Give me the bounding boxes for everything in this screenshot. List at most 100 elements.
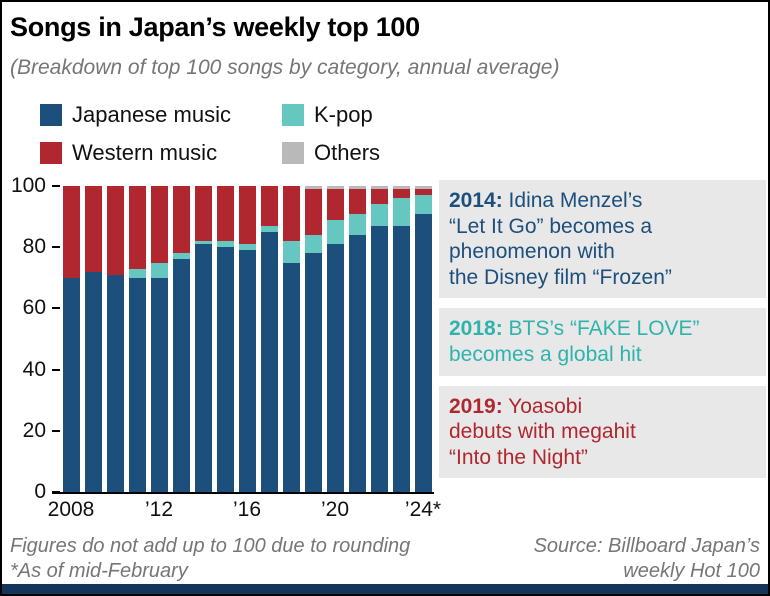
segment-western-music xyxy=(150,186,168,263)
annotations: 2014: Idina Menzel’s “Let It Go” becomes… xyxy=(439,180,766,479)
segment-western-music xyxy=(326,189,344,220)
annotation-2019: 2019: Yoasobi debuts with megahit “Into … xyxy=(439,385,766,479)
legend-item: Western music xyxy=(40,140,282,166)
y-axis-label: 20 xyxy=(22,418,46,442)
segment-others xyxy=(392,186,410,190)
bar-2016 xyxy=(238,186,256,492)
segment-western-music xyxy=(238,186,256,245)
bar-2015 xyxy=(216,186,234,492)
segment-k-pop xyxy=(326,219,344,245)
legend-label: Western music xyxy=(72,140,218,165)
y-axis-tick xyxy=(52,185,60,187)
segment-western-music xyxy=(62,186,80,278)
y-axis-tick xyxy=(52,429,60,432)
bar-2020 xyxy=(326,186,344,492)
legend-item: Others xyxy=(282,140,380,166)
x-axis-label: 2008 xyxy=(47,498,95,521)
segment-japanese-music xyxy=(348,234,366,492)
segment-japanese-music xyxy=(106,274,124,492)
bar-2013 xyxy=(172,186,190,492)
segment-western-music xyxy=(172,186,190,254)
legend-label: K-pop xyxy=(314,102,373,127)
segment-k-pop xyxy=(150,262,168,278)
legend-item: Japanese music xyxy=(40,102,282,128)
segment-japanese-music xyxy=(304,253,322,492)
y-axis-tick xyxy=(52,246,60,249)
segment-japanese-music xyxy=(172,259,190,492)
segment-k-pop xyxy=(260,225,278,232)
segment-others xyxy=(414,186,432,190)
bar-2011 xyxy=(128,186,146,492)
segment-k-pop xyxy=(216,241,234,248)
bar-2019 xyxy=(304,186,322,492)
segment-japanese-music xyxy=(128,277,146,492)
bar-2017 xyxy=(260,186,278,492)
segment-others xyxy=(348,186,366,190)
segment-japanese-music xyxy=(84,271,102,492)
segment-western-music xyxy=(194,186,212,242)
segment-k-pop xyxy=(238,244,256,251)
segment-k-pop xyxy=(194,241,212,245)
legend-label: Others xyxy=(314,140,381,165)
legend-label: Japanese music xyxy=(72,102,231,127)
legend-swatch xyxy=(40,104,62,126)
segment-k-pop xyxy=(172,253,190,260)
legend-swatch xyxy=(282,104,304,126)
legend: Japanese music K-pop Western music Others xyxy=(40,102,380,166)
segment-western-music xyxy=(348,189,366,214)
segment-japanese-music xyxy=(282,262,300,492)
x-axis-label: ’12 xyxy=(144,498,174,521)
x-axis-label: ’24* xyxy=(404,498,442,521)
segment-western-music xyxy=(414,189,432,196)
bar-2022 xyxy=(370,186,388,492)
bottom-accent-bar xyxy=(2,584,768,594)
y-axis-tick xyxy=(52,368,60,371)
x-axis-label: ’20 xyxy=(320,498,350,521)
legend-item: K-pop xyxy=(282,102,380,128)
y-axis-label: 100 xyxy=(10,174,46,197)
x-axis-label: ’16 xyxy=(232,498,262,521)
y-axis-label: 80 xyxy=(22,235,46,259)
x-axis-line xyxy=(52,492,434,494)
segment-western-music xyxy=(106,186,124,275)
y-axis-label: 40 xyxy=(22,357,46,381)
segment-western-music xyxy=(370,189,388,205)
page-subtitle: (Breakdown of top 100 songs by category,… xyxy=(10,56,560,79)
legend-swatch xyxy=(40,142,62,164)
segment-japanese-music xyxy=(260,231,278,492)
bar-2023 xyxy=(392,186,410,492)
segment-japanese-music xyxy=(392,225,410,492)
y-axis-tick xyxy=(52,307,60,310)
segment-japanese-music xyxy=(150,277,168,492)
segment-k-pop xyxy=(128,268,146,278)
bar-2009 xyxy=(84,186,102,492)
segment-others xyxy=(304,186,322,190)
plot-area xyxy=(52,186,434,494)
annotation-year: 2014: xyxy=(449,189,503,212)
page-title: Songs in Japan’s weekly top 100 xyxy=(10,12,420,42)
segment-japanese-music xyxy=(62,277,80,492)
segment-japanese-music xyxy=(194,244,212,492)
segment-k-pop xyxy=(348,213,366,235)
segment-k-pop xyxy=(392,198,410,226)
segment-japanese-music xyxy=(370,225,388,492)
segment-k-pop xyxy=(282,241,300,263)
bar-2021 xyxy=(348,186,366,492)
segment-western-music xyxy=(392,189,410,199)
segment-japanese-music xyxy=(216,247,234,492)
annotation-text: Idina Menzel’s “Let It Go” becomes a phe… xyxy=(449,189,672,289)
segment-western-music xyxy=(260,186,278,226)
segment-western-music xyxy=(282,186,300,242)
legend-swatch xyxy=(282,142,304,164)
segment-k-pop xyxy=(304,234,322,254)
segment-japanese-music xyxy=(326,244,344,492)
annotation-year: 2019: xyxy=(449,394,503,418)
annotation-2014: 2014: Idina Menzel’s “Let It Go” becomes… xyxy=(439,180,766,299)
segment-k-pop xyxy=(414,195,432,214)
footnote: Figures do not add up to 100 due to roun… xyxy=(10,535,411,582)
bar-2014 xyxy=(194,186,212,492)
segment-k-pop xyxy=(370,204,388,226)
stacked-bar-chart: 0 20 40 60 80 100 2008 ’12 ’16 ’20 ’24* xyxy=(2,174,442,530)
bar-2012 xyxy=(150,186,168,492)
